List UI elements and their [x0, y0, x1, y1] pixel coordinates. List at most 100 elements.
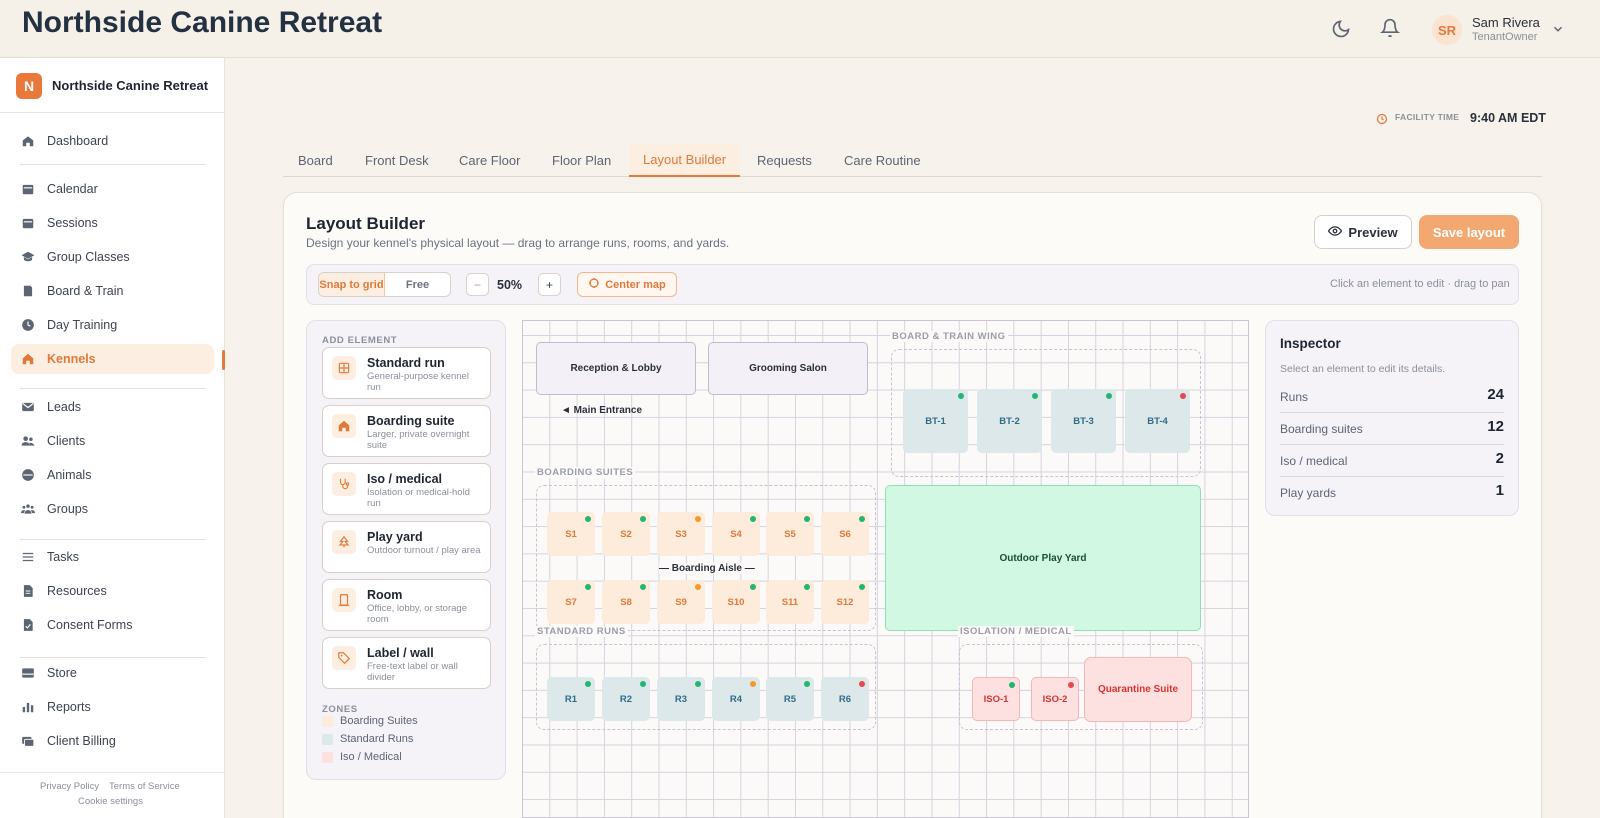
- zoom-out-button[interactable]: −: [466, 273, 489, 296]
- sidebar-item-consent-forms[interactable]: Consent Forms: [11, 610, 214, 640]
- status-dot: [1009, 682, 1015, 688]
- sidebar-item-clients[interactable]: Clients: [11, 426, 214, 456]
- save-layout-button[interactable]: Save layout: [1419, 215, 1519, 249]
- center-map-button[interactable]: Center map: [577, 272, 677, 297]
- status-dot: [1106, 393, 1112, 399]
- tab-care-floor[interactable]: Care Floor: [459, 152, 521, 168]
- sidebar-item-leads[interactable]: Leads: [11, 392, 214, 422]
- palette-item-label-wall[interactable]: Label / wall Free-text label or wall divi…: [322, 637, 491, 689]
- toolbar-hint: Click an element to edit · drag to pan: [1330, 278, 1510, 290]
- avatar[interactable]: SR: [1432, 15, 1462, 45]
- tab-requests[interactable]: Requests: [757, 152, 812, 168]
- tab-front-desk[interactable]: Front Desk: [365, 152, 429, 168]
- unit-label: S9: [675, 596, 687, 608]
- snap-to-grid-option[interactable]: Snap to grid: [319, 273, 385, 296]
- palette-title: ADD ELEMENT: [322, 335, 398, 346]
- sidebar-item-group-classes[interactable]: Group Classes: [11, 242, 214, 272]
- kennel-unit-r5[interactable]: R5: [766, 677, 814, 721]
- kennel-unit-s2[interactable]: S2: [602, 512, 650, 556]
- stat-label: Boarding suites: [1280, 422, 1363, 436]
- sidebar-item-client-billing[interactable]: Client Billing: [11, 726, 214, 756]
- palette-item-room[interactable]: Room Office, lobby, or storage room: [322, 579, 491, 631]
- privacy-link[interactable]: Privacy Policy: [40, 781, 100, 792]
- preview-label: Preview: [1348, 224, 1398, 240]
- sidebar-item-label: Group Classes: [47, 250, 130, 264]
- free-option[interactable]: Free: [405, 278, 430, 291]
- kennel-unit-s7[interactable]: S7: [547, 580, 595, 624]
- preview-button[interactable]: Preview: [1314, 215, 1412, 249]
- kennel-unit-s10[interactable]: S10: [712, 580, 760, 624]
- sidebar-item-tasks[interactable]: Tasks: [11, 542, 214, 572]
- palette-item-name: Play yard: [367, 530, 423, 544]
- kennel-unit-bt-1[interactable]: BT-1: [903, 389, 968, 453]
- kennel-unit-s8[interactable]: S8: [602, 580, 650, 624]
- sidebar-item-kennels[interactable]: Kennels: [11, 344, 214, 374]
- kennel-unit-s5[interactable]: S5: [766, 512, 814, 556]
- bell-icon[interactable]: [1379, 18, 1401, 38]
- kennel-unit-r2[interactable]: R2: [602, 677, 650, 721]
- zone-label: ISOLATION / MEDICAL: [958, 626, 1074, 637]
- kennel-unit-r6[interactable]: R6: [821, 677, 869, 721]
- sidebar-item-sessions[interactable]: Sessions: [11, 208, 214, 238]
- sidebar-item-groups[interactable]: Groups: [11, 494, 214, 524]
- isolation-zone[interactable]: [959, 644, 1203, 730]
- moon-icon[interactable]: [1331, 19, 1351, 39]
- board-train-zone[interactable]: [891, 349, 1201, 477]
- sidebar-item-reports[interactable]: Reports: [11, 692, 214, 722]
- play-yard[interactable]: Outdoor Play Yard: [885, 485, 1201, 631]
- status-dot: [804, 584, 810, 590]
- quarantine-suite[interactable]: Quarantine Suite: [1084, 657, 1192, 722]
- palette-item-standard-run[interactable]: Standard run General-purpose kennel run: [322, 347, 491, 399]
- kennel-unit-s12[interactable]: S12: [821, 580, 869, 624]
- kennel-unit-r4[interactable]: R4: [712, 677, 760, 721]
- book-icon: [21, 284, 35, 298]
- palette-item-play-yard[interactable]: Play yard Outdoor turnout / play area: [322, 521, 491, 573]
- tab-board[interactable]: Board: [298, 152, 333, 168]
- kennel-unit-iso-1[interactable]: ISO-1: [972, 677, 1020, 721]
- palette-item-iso-medical[interactable]: Iso / medical Isolation or medical-hold r…: [322, 463, 491, 515]
- terms-link[interactable]: Terms of Service: [109, 781, 180, 792]
- sidebar-item-animals[interactable]: Animals: [11, 460, 214, 490]
- main-entrance-label[interactable]: ◄ Main Entrance: [561, 405, 643, 416]
- kennel-unit-s3[interactable]: S3: [657, 512, 705, 556]
- kennel-unit-bt-4[interactable]: BT-4: [1125, 389, 1190, 453]
- sidebar-item-board-train[interactable]: Board & Train: [11, 276, 214, 306]
- sidebar-item-store[interactable]: Store: [11, 658, 214, 688]
- kennel-unit-s6[interactable]: S6: [821, 512, 869, 556]
- sidebar-item-dashboard[interactable]: Dashboard: [11, 126, 214, 156]
- kennel-unit-s9[interactable]: S9: [657, 580, 705, 624]
- kennel-unit-s4[interactable]: S4: [712, 512, 760, 556]
- kennel-unit-bt-2[interactable]: BT-2: [977, 389, 1042, 453]
- tab-floor-plan[interactable]: Floor Plan: [552, 152, 612, 168]
- kennel-unit-bt-3[interactable]: BT-3: [1051, 389, 1116, 453]
- status-dot: [695, 584, 701, 590]
- tab-layout-builder[interactable]: Layout Builder: [629, 143, 741, 177]
- kennel-unit-r1[interactable]: R1: [547, 677, 595, 721]
- boarding-aisle-label[interactable]: — Boarding Aisle —: [659, 563, 755, 574]
- reception-room[interactable]: Reception & Lobby: [536, 342, 696, 395]
- boarding-suites-zone[interactable]: [536, 485, 876, 631]
- kennel-unit-iso-2[interactable]: ISO-2: [1031, 677, 1079, 721]
- sidebar-item-label: Day Training: [47, 318, 118, 332]
- chevron-down-icon[interactable]: [1551, 22, 1565, 41]
- brand-name[interactable]: Northside Canine Retreat: [52, 78, 209, 93]
- cookie-settings-link[interactable]: Cookie settings: [78, 796, 143, 807]
- zone-legend-label: Boarding Suites: [340, 715, 418, 727]
- sidebar-item-calendar[interactable]: Calendar: [11, 174, 214, 204]
- crosshair-icon: [588, 277, 600, 292]
- grooming-room[interactable]: Grooming Salon: [708, 342, 868, 395]
- sidebar-item-day-training[interactable]: Day Training: [11, 310, 214, 340]
- status-dot: [640, 584, 646, 590]
- zoom-in-button[interactable]: +: [538, 273, 561, 296]
- kennel-unit-s1[interactable]: S1: [547, 512, 595, 556]
- palette-item-name: Iso / medical: [367, 472, 443, 486]
- sidebar-item-resources[interactable]: Resources: [11, 576, 214, 606]
- user-name[interactable]: Sam Rivera: [1472, 15, 1540, 30]
- standard-runs-zone[interactable]: [536, 644, 876, 730]
- sidebar-item-label: Client Billing: [47, 734, 116, 748]
- tab-care-routine[interactable]: Care Routine: [844, 152, 921, 168]
- kennel-unit-s11[interactable]: S11: [766, 580, 814, 624]
- palette-item-boarding-suite[interactable]: Boarding suite Larger, private overnight …: [322, 405, 491, 457]
- sidebar-item-label: Tasks: [47, 550, 79, 564]
- kennel-unit-r3[interactable]: R3: [657, 677, 705, 721]
